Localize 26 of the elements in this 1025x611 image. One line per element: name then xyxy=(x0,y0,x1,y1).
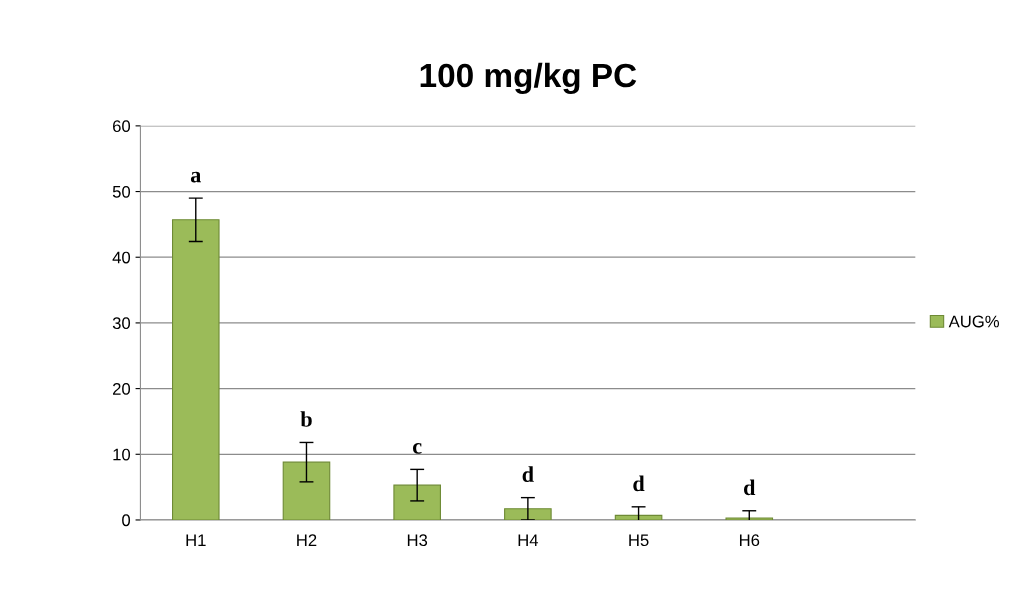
annotation: d xyxy=(633,475,645,492)
x-tick-label: H4 xyxy=(518,534,539,546)
bar xyxy=(614,514,663,520)
x-tick-label: H2 xyxy=(297,534,317,546)
x-tick-label: H6 xyxy=(739,534,760,547)
y-tick-label: 60 xyxy=(113,120,131,133)
bar xyxy=(504,508,552,520)
x-tick-label: H1 xyxy=(186,534,206,546)
y-tick-label: 0 xyxy=(122,514,131,527)
bar xyxy=(393,484,441,520)
y-tick-label: 10 xyxy=(113,448,131,461)
y-tick-label: 50 xyxy=(112,185,131,198)
bar xyxy=(171,219,220,520)
annotation: d xyxy=(744,479,756,496)
x-tick-label: H3 xyxy=(407,534,428,547)
legend-label: AUG% xyxy=(948,315,999,328)
y-tick-label: 30 xyxy=(112,317,131,330)
bar xyxy=(282,461,331,520)
annotation: d xyxy=(522,466,534,482)
y-tick-label: 20 xyxy=(113,383,131,395)
annotation: a xyxy=(190,171,201,183)
chart-title: 100 mg/kg PC xyxy=(420,62,637,95)
annotation: c xyxy=(413,443,422,454)
y-tick-label: 40 xyxy=(112,251,131,264)
x-tick-label: H5 xyxy=(629,534,649,547)
annotation: b xyxy=(300,411,312,427)
